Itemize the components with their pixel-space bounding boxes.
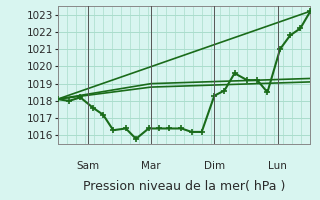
Text: Lun: Lun	[268, 161, 287, 171]
Text: Pression niveau de la mer( hPa ): Pression niveau de la mer( hPa )	[83, 180, 285, 193]
Text: Dim: Dim	[204, 161, 225, 171]
Text: Mar: Mar	[141, 161, 161, 171]
Text: Sam: Sam	[76, 161, 100, 171]
